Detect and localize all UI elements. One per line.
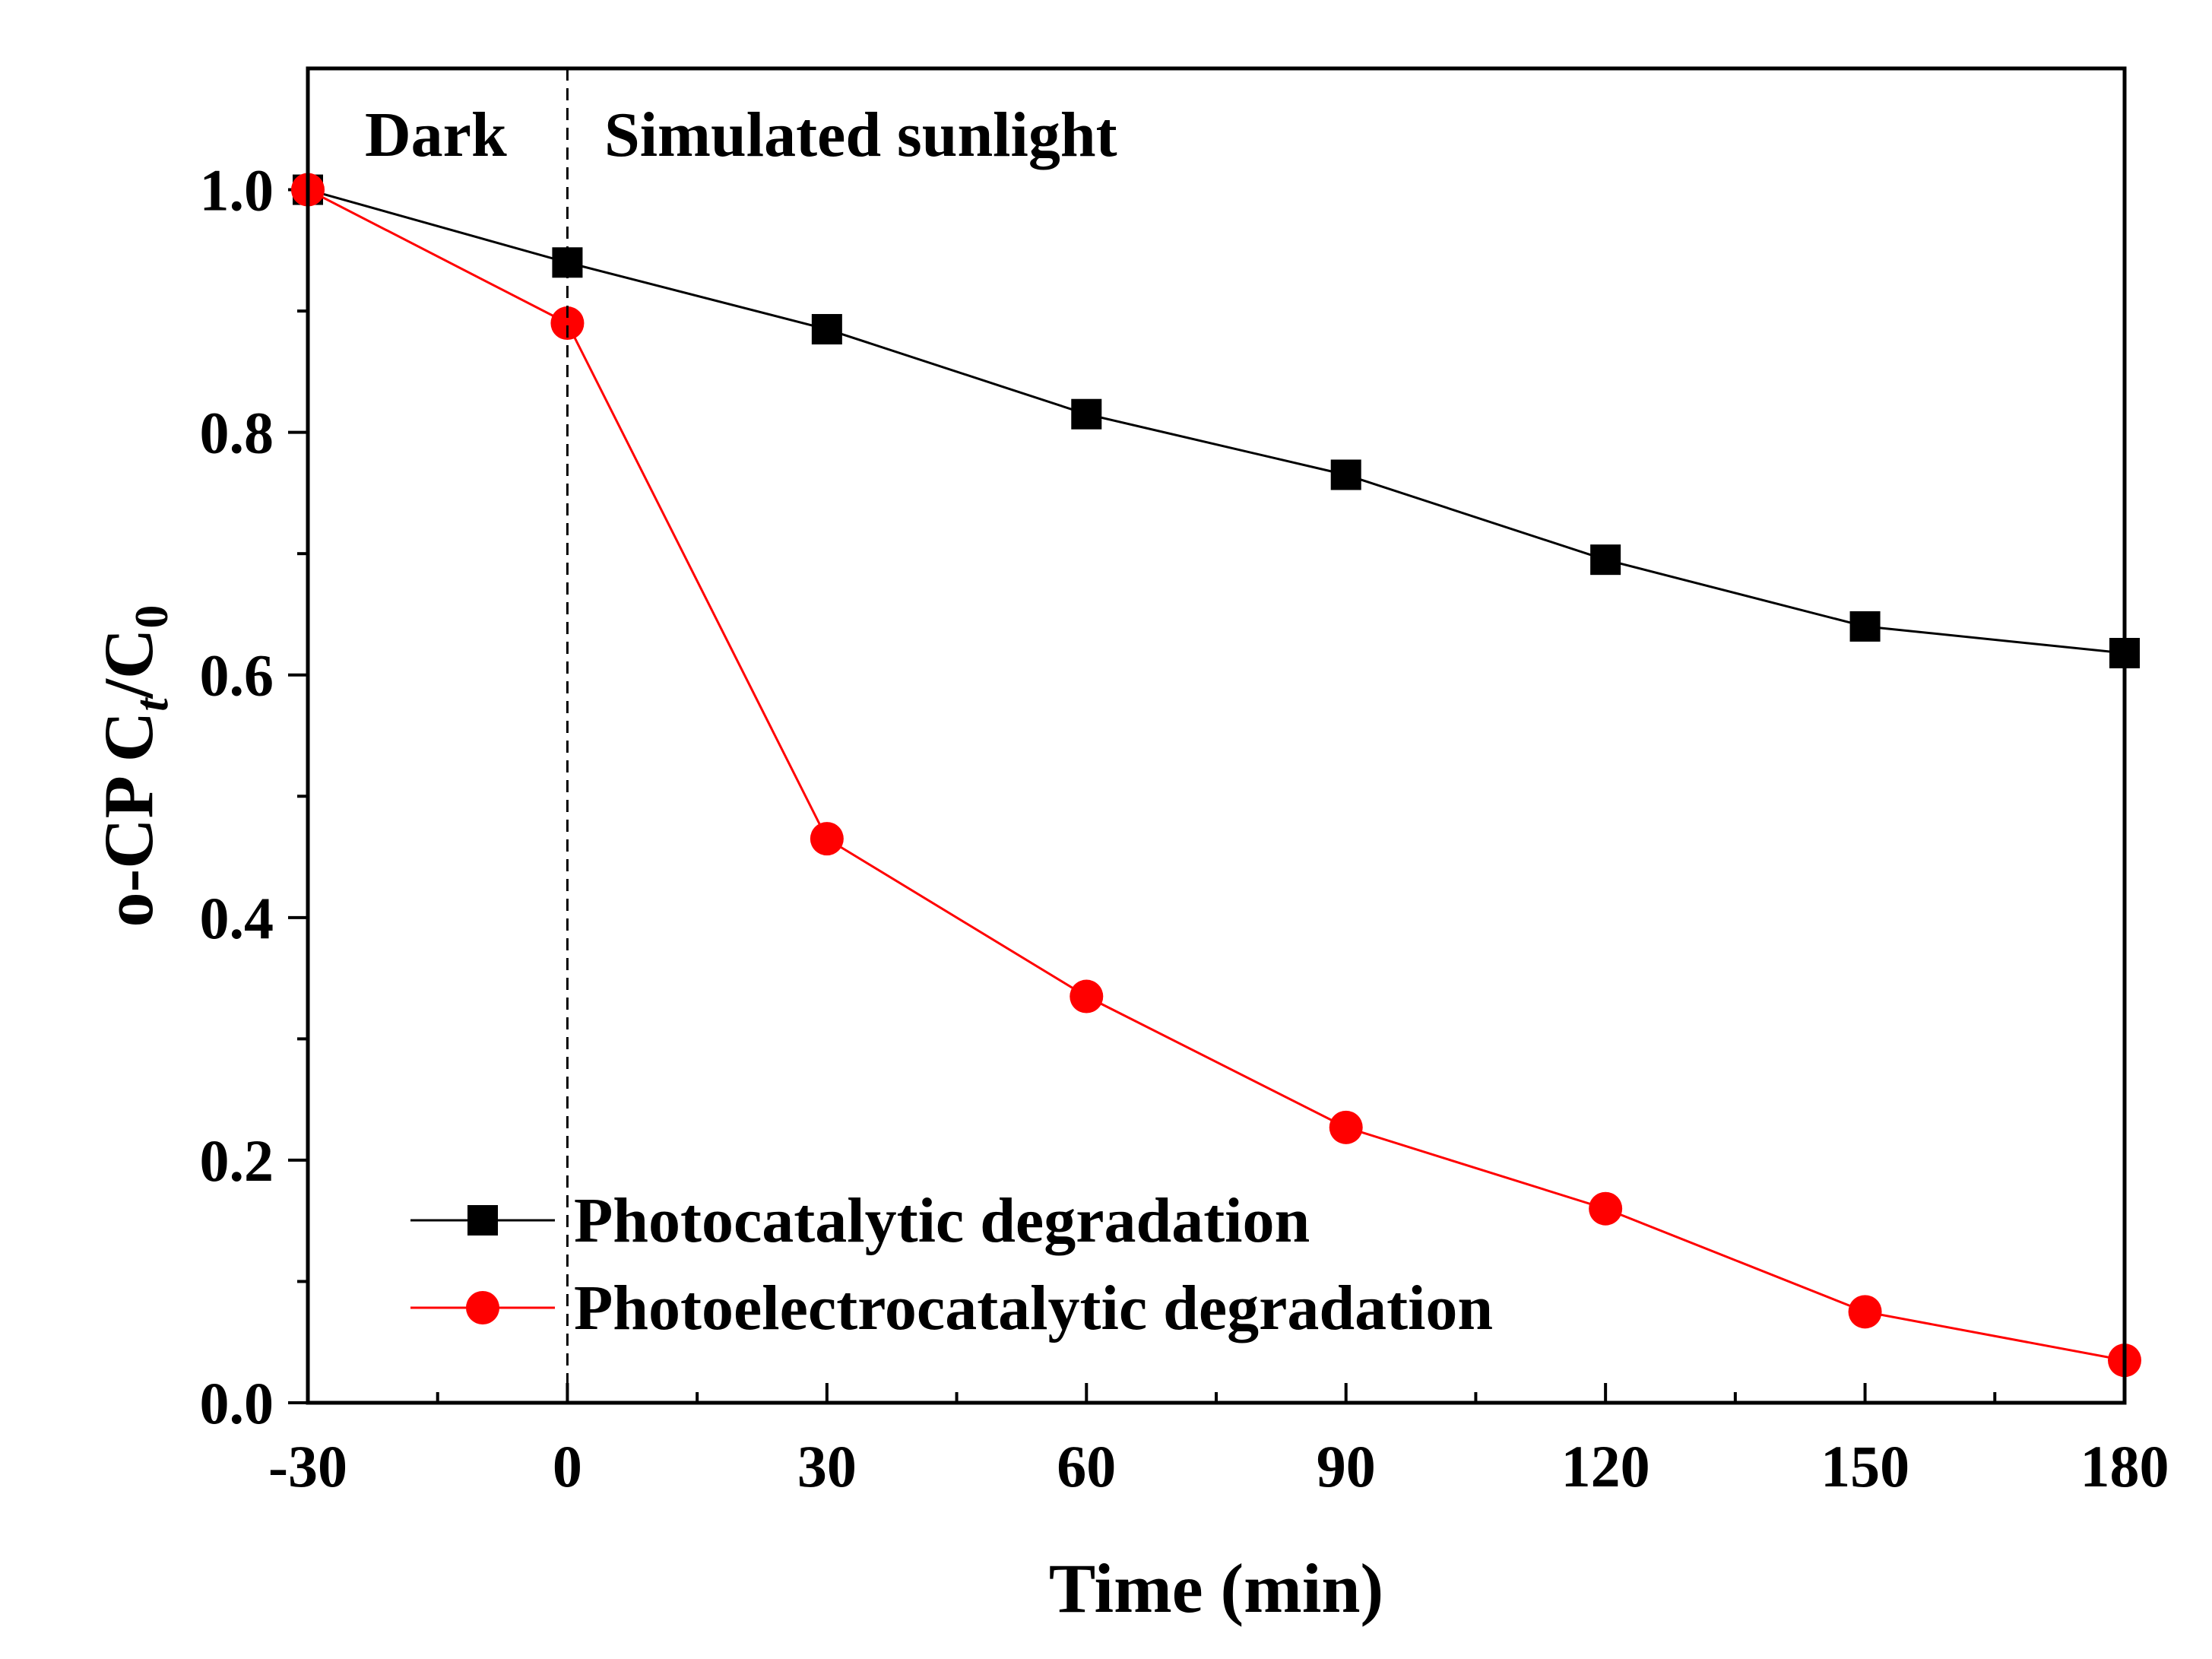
series-1-point	[1330, 459, 1361, 490]
series-2	[291, 173, 2141, 1378]
series-1-point	[811, 314, 842, 345]
legend: Photocatalytic degradation Photoelectroca…	[410, 1185, 1493, 1343]
series-2-point	[550, 306, 585, 341]
x-tick-label: 60	[1057, 1433, 1116, 1499]
series-1-line	[307, 189, 2125, 655]
series-1-point	[1849, 611, 1881, 642]
light-region-label: Simulated sunlight	[604, 100, 1117, 170]
legend-marker-2	[466, 1291, 499, 1324]
y-axis-title-sub-t: t	[126, 697, 178, 712]
series-2-point	[1589, 1191, 1623, 1226]
series-2-line	[307, 189, 2125, 1362]
y-axis-title-sub-0: 0	[126, 605, 178, 629]
y-tick-label: 0.4	[200, 885, 274, 951]
x-axis-title: Time (min)	[1049, 1550, 1383, 1627]
series-2-point	[1329, 1110, 1363, 1144]
series-2-point	[1848, 1295, 1882, 1329]
legend-label-1: Photocatalytic degradation	[574, 1185, 1310, 1256]
legend-label-2: Photoelectrocatalytic degradation	[574, 1273, 1493, 1343]
x-tick-label: 30	[797, 1433, 857, 1499]
series-2-point	[1070, 979, 1104, 1013]
x-tick-label: 0	[553, 1433, 582, 1499]
series-1-point	[1071, 398, 1102, 430]
series-2-point	[810, 822, 844, 856]
dark-region-label: Dark	[365, 100, 507, 170]
y-axis-title-main: o-CP C	[90, 712, 167, 928]
y-tick-label: 0.8	[200, 400, 274, 466]
y-axis-title-slash: /C	[90, 629, 167, 699]
x-tick-label: 150	[1821, 1433, 1909, 1499]
ticks-layer: -30 0 30 60 90 120 150 180 0.0 0.2 0.4 0.6 0.8 1.0	[200, 157, 2169, 1499]
y-tick-label: 0.2	[200, 1128, 274, 1194]
x-tick-label: 120	[1561, 1433, 1650, 1499]
x-tick-label: 180	[2080, 1433, 2169, 1499]
plot-frame	[306, 66, 2127, 1405]
series-1	[293, 174, 2140, 669]
legend-marker-1	[467, 1205, 498, 1236]
y-axis-title: o-CP Ct/C0	[90, 605, 178, 928]
x-tick-label: -30	[268, 1433, 347, 1499]
series-1-point	[1590, 544, 1621, 576]
y-tick-label: 1.0	[200, 157, 274, 224]
x-tick-label: 90	[1317, 1433, 1376, 1499]
y-tick-label: 0.0	[200, 1370, 274, 1436]
y-tick-label: 0.6	[200, 642, 274, 709]
series-layer	[291, 173, 2141, 1378]
